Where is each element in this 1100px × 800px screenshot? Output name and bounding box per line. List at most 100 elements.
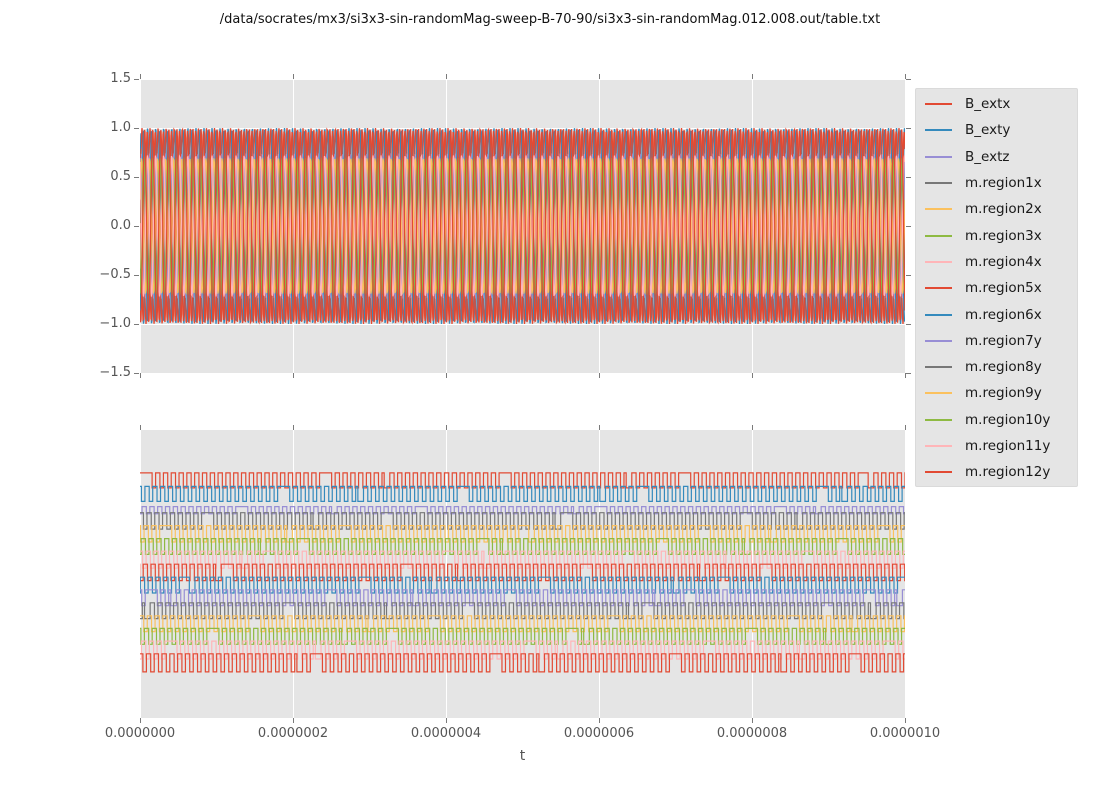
- y-tick-mark: [906, 226, 911, 227]
- legend-item-label: B_extx: [965, 96, 1011, 113]
- legend-item-label: m.region3x: [965, 227, 1042, 244]
- y-tick-label: −1.0: [99, 316, 131, 331]
- legend-line-sample: [925, 392, 952, 395]
- legend-item-label: m.region6x: [965, 306, 1042, 323]
- gridline-y: [140, 372, 905, 373]
- y-tick-label: 1.0: [110, 120, 131, 135]
- y-tick-mark: [906, 128, 911, 129]
- x-tick-mark: [905, 718, 906, 723]
- y-tick-mark: [134, 275, 139, 276]
- legend-item: m.region10y: [916, 407, 1077, 433]
- x-tick-mark: [140, 425, 141, 430]
- legend-item-label: m.region11y: [965, 438, 1051, 454]
- x-axis-label: t: [519, 748, 526, 764]
- series-m-region2x-square-line: [140, 525, 905, 543]
- legend-item-label: m.region8y: [965, 359, 1042, 376]
- legend-line-sample: [925, 155, 952, 158]
- series-b-extx-square-line: [140, 472, 905, 489]
- series-m-region10y-square-line: [140, 627, 905, 645]
- y-tick-label: 0.5: [110, 169, 131, 184]
- legend-item-label: m.region5x: [965, 280, 1042, 297]
- legend-item: B_extz: [916, 144, 1077, 170]
- x-tick-mark: [446, 425, 447, 430]
- series-m-region5x-square-line: [140, 563, 905, 582]
- x-tick-mark: [599, 718, 600, 723]
- legend-item: m.region11y: [916, 433, 1077, 459]
- x-tick-mark: [446, 373, 447, 378]
- x-tick-mark: [752, 74, 753, 79]
- y-tick-mark: [906, 79, 911, 80]
- legend-item-label: B_exty: [965, 122, 1011, 139]
- x-tick-mark: [752, 425, 753, 430]
- legend-line-sample: [925, 366, 952, 369]
- series-m-region1x-square-line: [140, 512, 905, 530]
- bottom-plot-canvas: [140, 472, 905, 673]
- bottom-plot-area: [140, 430, 905, 718]
- x-tick-mark: [905, 425, 906, 430]
- legend-item: m.region9y: [916, 380, 1077, 406]
- legend-item: m.region1x: [916, 170, 1077, 196]
- x-tick-label: 0.0000008: [716, 726, 788, 741]
- legend-item-label: B_extz: [965, 148, 1010, 165]
- legend-item: m.region3x: [916, 222, 1077, 248]
- legend-line-sample: [925, 129, 952, 132]
- legend-item: B_extx: [916, 91, 1077, 117]
- top-plot-area: [140, 79, 905, 373]
- gridline-y: [140, 79, 905, 80]
- legend-line-sample: [925, 418, 952, 421]
- series-m-region11y-line: [140, 154, 905, 298]
- x-tick-label: 0.0000004: [410, 726, 482, 741]
- legend-item: B_exty: [916, 117, 1077, 143]
- x-tick-mark: [752, 373, 753, 378]
- x-tick-mark: [293, 373, 294, 378]
- legend-line-sample: [925, 313, 952, 316]
- y-tick-label: 0.0: [110, 218, 131, 233]
- y-tick-label: 1.5: [110, 71, 131, 86]
- gridline-y: [140, 127, 905, 129]
- x-tick-mark: [293, 718, 294, 723]
- legend-box: B_extx B_exty B_extz m.region1x m.region2x m.…: [915, 88, 1078, 487]
- x-tick-mark: [140, 373, 141, 378]
- x-tick-label: 0.0000002: [257, 726, 329, 741]
- x-tick-label: 0.0000006: [563, 726, 635, 741]
- legend-line-sample: [925, 287, 952, 290]
- legend-line-sample: [925, 471, 952, 474]
- x-tick-mark: [293, 425, 294, 430]
- gridline-x: [445, 430, 447, 718]
- gridline-x: [598, 430, 600, 718]
- y-tick-mark: [134, 79, 139, 80]
- legend-item-label: m.region9y: [965, 385, 1042, 402]
- y-tick-mark: [134, 177, 139, 178]
- legend-line-sample: [925, 208, 952, 211]
- legend-line-sample: [925, 103, 952, 106]
- series-m-region9y-square-line: [140, 615, 905, 633]
- legend-item: m.region5x: [916, 275, 1077, 301]
- legend-line-sample: [925, 445, 952, 447]
- legend-item-label: m.region2x: [965, 201, 1042, 218]
- top-plot-canvas: [140, 127, 905, 325]
- series-m-region12y-line: [140, 128, 905, 324]
- legend-item-label: m.region4x: [965, 253, 1042, 270]
- legend-item: m.region8y: [916, 354, 1077, 380]
- series-m-region4x-square-line: [140, 550, 905, 569]
- legend-item-label: m.region10y: [965, 411, 1051, 428]
- x-tick-mark: [752, 718, 753, 723]
- x-tick-mark: [599, 373, 600, 378]
- x-tick-mark: [293, 74, 294, 79]
- series-b-extz-square-line: [140, 506, 905, 515]
- x-tick-mark: [905, 373, 906, 378]
- legend-line-sample: [925, 260, 952, 263]
- legend-item: m.region2x: [916, 196, 1077, 222]
- legend-line-sample: [925, 234, 952, 237]
- legend-item-label: m.region7y: [965, 332, 1042, 349]
- x-tick-mark: [446, 74, 447, 79]
- gridline-x: [292, 430, 294, 718]
- y-tick-label: −1.5: [99, 365, 131, 380]
- x-tick-mark: [446, 718, 447, 723]
- legend-item: m.region6x: [916, 301, 1077, 327]
- series-m-region11y-square-line: [140, 640, 905, 660]
- legend-item-label: m.region12y: [965, 464, 1051, 481]
- x-tick-mark: [905, 74, 906, 79]
- series-m-region12y-square-line: [140, 653, 905, 673]
